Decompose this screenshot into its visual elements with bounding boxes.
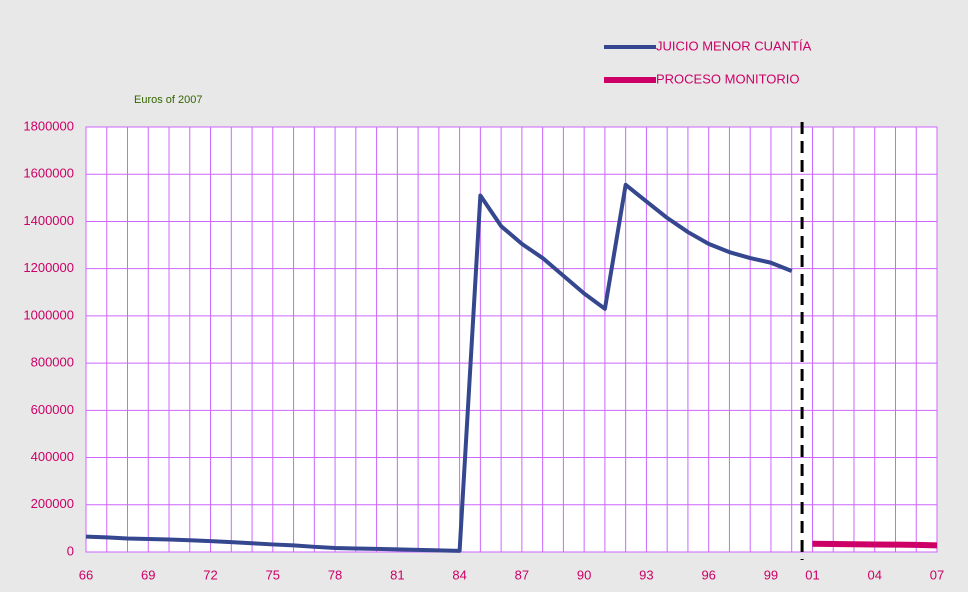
x-tick-label: 87 xyxy=(515,567,529,582)
y-tick-label: 1800000 xyxy=(23,118,74,133)
y-tick-label: 1600000 xyxy=(23,166,74,181)
plot-area xyxy=(85,126,938,553)
y-tick-label: 200000 xyxy=(31,496,74,511)
series-line xyxy=(85,182,793,553)
x-tick-label: 75 xyxy=(266,567,280,582)
x-tick-label: 01 xyxy=(805,567,819,582)
legend-label: JUICIO MENOR CUANTÍA xyxy=(656,38,812,53)
x-tick-label: 66 xyxy=(79,567,93,582)
y-tick-label: 0 xyxy=(67,543,74,558)
y-tick-label: 600000 xyxy=(31,402,74,417)
x-tick-label: 72 xyxy=(203,567,217,582)
y-tick-label: 1400000 xyxy=(23,213,74,228)
x-tick-label: 81 xyxy=(390,567,404,582)
x-tick-label: 04 xyxy=(867,567,881,582)
x-tick-label: 07 xyxy=(930,567,944,582)
x-tick-label: 78 xyxy=(328,567,342,582)
x-tick-label: 96 xyxy=(701,567,715,582)
subtitle: Euros of 2007 xyxy=(134,94,203,106)
x-tick-label: 99 xyxy=(764,567,778,582)
y-tick-label: 1000000 xyxy=(23,307,74,322)
x-tick-label: 84 xyxy=(452,567,466,582)
x-tick-label: 90 xyxy=(577,567,591,582)
series-line xyxy=(812,540,938,549)
x-tick-label: 69 xyxy=(141,567,155,582)
y-tick-label: 400000 xyxy=(31,449,74,464)
legend-label: PROCESO MONITORIO xyxy=(656,71,800,86)
y-tick-label: 800000 xyxy=(31,355,74,370)
y-tick-label: 1200000 xyxy=(23,260,74,275)
x-tick-label: 93 xyxy=(639,567,653,582)
